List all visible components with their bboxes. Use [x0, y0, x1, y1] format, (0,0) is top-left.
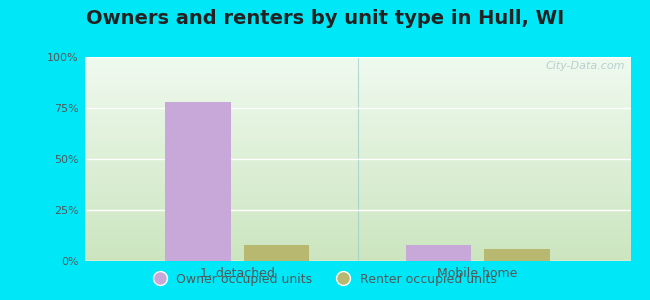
- Bar: [244, 245, 309, 261]
- Bar: [406, 245, 471, 261]
- Text: Owners and renters by unit type in Hull, WI: Owners and renters by unit type in Hull,…: [86, 9, 564, 28]
- Bar: [165, 102, 231, 261]
- Legend: Owner occupied units, Renter occupied units: Owner occupied units, Renter occupied un…: [148, 268, 502, 291]
- Text: City-Data.com: City-Data.com: [545, 61, 625, 71]
- Bar: [484, 249, 550, 261]
